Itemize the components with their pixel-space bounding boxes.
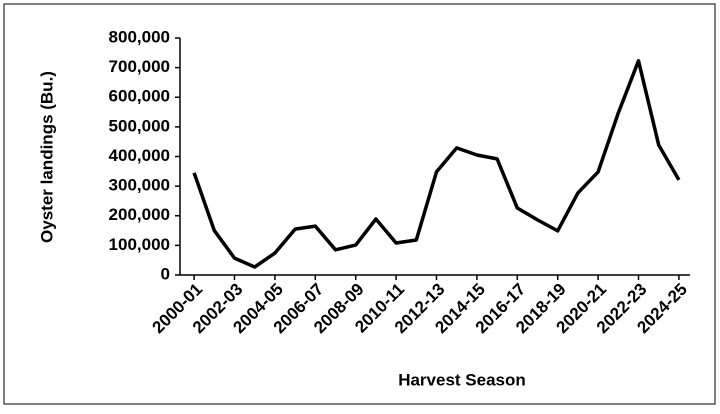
y-tick-label: 700,000 — [109, 57, 170, 76]
y-tick-label: 600,000 — [109, 87, 170, 106]
y-tick-label: 200,000 — [109, 205, 170, 224]
y-tick-label: 300,000 — [109, 176, 170, 195]
data-line — [192, 59, 681, 269]
y-tick-label: 500,000 — [109, 116, 170, 135]
y-tick-label: 0 — [161, 264, 170, 283]
y-tick-label: 100,000 — [109, 235, 170, 254]
x-axis-title: Harvest Season — [398, 370, 526, 389]
y-tick-label: 400,000 — [109, 146, 170, 165]
y-axis-title: Oyster landings (Bu.) — [37, 71, 56, 243]
y-tick-label: 800,000 — [109, 27, 170, 46]
chart-border — [3, 3, 716, 405]
